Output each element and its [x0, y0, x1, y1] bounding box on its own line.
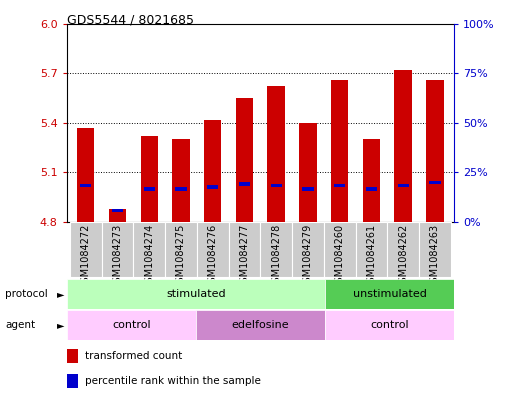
- Text: ►: ►: [57, 289, 64, 299]
- Bar: [197, 222, 229, 277]
- Bar: [239, 182, 250, 186]
- Text: GSM1084263: GSM1084263: [430, 224, 440, 289]
- Text: GDS5544 / 8021685: GDS5544 / 8021685: [67, 14, 194, 27]
- Text: GSM1084278: GSM1084278: [271, 224, 281, 289]
- Bar: [334, 184, 345, 187]
- Text: ►: ►: [57, 320, 64, 330]
- Bar: [394, 70, 412, 222]
- Bar: [172, 140, 190, 222]
- Bar: [80, 184, 91, 187]
- Bar: [261, 222, 292, 277]
- Text: protocol: protocol: [5, 289, 48, 299]
- Bar: [363, 140, 380, 222]
- Bar: [426, 80, 444, 222]
- Text: control: control: [370, 320, 409, 330]
- Bar: [229, 222, 261, 277]
- Text: stimulated: stimulated: [166, 289, 226, 299]
- Bar: [67, 374, 78, 388]
- Bar: [325, 279, 454, 309]
- Text: GSM1084274: GSM1084274: [144, 224, 154, 289]
- Bar: [207, 185, 219, 189]
- Text: GSM1084279: GSM1084279: [303, 224, 313, 289]
- Bar: [325, 310, 454, 340]
- Bar: [196, 310, 325, 340]
- Bar: [67, 310, 196, 340]
- Bar: [299, 123, 317, 222]
- Bar: [331, 80, 348, 222]
- Text: agent: agent: [5, 320, 35, 330]
- Bar: [324, 222, 356, 277]
- Text: GSM1084275: GSM1084275: [176, 224, 186, 289]
- Bar: [144, 187, 155, 191]
- Text: edelfosine: edelfosine: [231, 320, 289, 330]
- Bar: [387, 222, 419, 277]
- Bar: [366, 187, 377, 191]
- Bar: [429, 180, 441, 184]
- Bar: [112, 209, 123, 212]
- Bar: [398, 184, 409, 187]
- Text: percentile rank within the sample: percentile rank within the sample: [85, 376, 261, 386]
- Bar: [102, 222, 133, 277]
- Text: GSM1084262: GSM1084262: [398, 224, 408, 289]
- Text: GSM1084260: GSM1084260: [334, 224, 345, 289]
- Bar: [292, 222, 324, 277]
- Bar: [77, 128, 94, 222]
- Text: GSM1084277: GSM1084277: [240, 224, 249, 289]
- Bar: [271, 184, 282, 187]
- Bar: [67, 349, 78, 364]
- Bar: [67, 279, 325, 309]
- Bar: [141, 136, 158, 222]
- Bar: [236, 98, 253, 222]
- Bar: [109, 209, 126, 222]
- Bar: [70, 222, 102, 277]
- Bar: [419, 222, 451, 277]
- Bar: [267, 86, 285, 222]
- Text: GSM1084273: GSM1084273: [112, 224, 123, 289]
- Text: GSM1084261: GSM1084261: [366, 224, 377, 289]
- Text: unstimulated: unstimulated: [352, 289, 426, 299]
- Text: GSM1084272: GSM1084272: [81, 224, 91, 289]
- Bar: [356, 222, 387, 277]
- Text: GSM1084276: GSM1084276: [208, 224, 218, 289]
- Text: transformed count: transformed count: [85, 351, 182, 361]
- Bar: [175, 187, 187, 191]
- Bar: [302, 187, 313, 191]
- Text: control: control: [112, 320, 150, 330]
- Bar: [165, 222, 197, 277]
- Bar: [204, 119, 222, 222]
- Bar: [133, 222, 165, 277]
